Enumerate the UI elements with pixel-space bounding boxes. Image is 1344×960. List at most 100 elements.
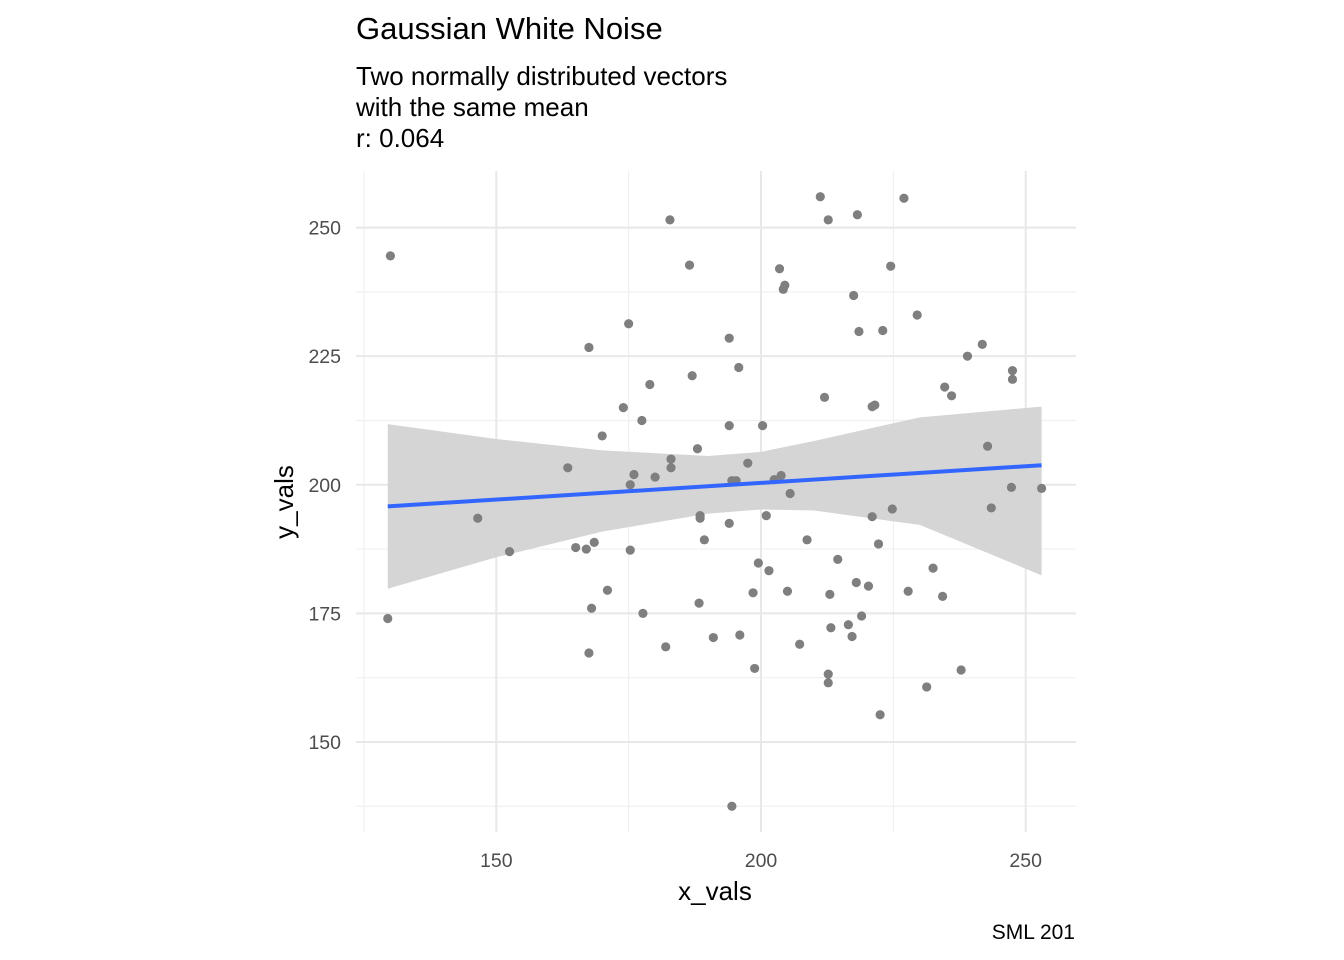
y-tick-label: 150 xyxy=(308,732,341,754)
data-point xyxy=(873,539,884,549)
data-point xyxy=(708,632,718,643)
data-point xyxy=(589,537,599,547)
data-point xyxy=(823,669,833,679)
data-point xyxy=(982,441,993,451)
confidence-band-layer xyxy=(387,406,1042,589)
y-tick-labels: 150 175 200 225 250 xyxy=(308,218,341,754)
data-point xyxy=(833,554,843,564)
data-point xyxy=(694,598,704,608)
data-point xyxy=(727,801,737,811)
y-tick-label: 175 xyxy=(308,603,341,625)
data-point xyxy=(473,513,483,523)
data-point xyxy=(956,665,966,675)
data-point xyxy=(849,290,859,301)
data-point xyxy=(852,210,862,220)
data-point xyxy=(735,630,745,640)
data-point xyxy=(637,415,647,426)
data-point xyxy=(819,392,830,402)
data-point xyxy=(650,472,660,482)
data-point xyxy=(886,261,896,271)
data-point xyxy=(847,631,857,642)
data-point xyxy=(851,577,861,588)
data-point xyxy=(699,535,709,545)
data-point xyxy=(687,371,697,381)
data-point xyxy=(724,333,734,343)
data-point xyxy=(785,488,795,499)
data-point xyxy=(903,586,913,596)
chart-caption: SML 201 xyxy=(991,921,1075,944)
data-point xyxy=(875,710,885,720)
subtitle-line-3: r: 0.064 xyxy=(356,123,445,153)
data-point xyxy=(645,379,655,390)
data-point xyxy=(695,513,705,523)
chart-title: Gaussian White Noise xyxy=(356,11,663,46)
data-point xyxy=(867,512,877,522)
data-point xyxy=(776,470,786,481)
data-point xyxy=(761,511,771,521)
data-point xyxy=(661,642,671,652)
data-point xyxy=(802,535,812,545)
data-point xyxy=(625,545,635,555)
data-point xyxy=(734,362,744,373)
data-point xyxy=(825,589,835,599)
data-point xyxy=(856,611,867,621)
fit-line-layer xyxy=(387,463,1042,509)
data-point xyxy=(823,215,833,225)
data-point xyxy=(602,585,613,595)
data-point xyxy=(692,444,703,454)
data-point xyxy=(625,480,635,490)
subtitle-line-2: with the same mean xyxy=(356,92,589,122)
y-tick-label: 250 xyxy=(308,218,341,240)
data-point xyxy=(571,542,581,553)
data-point xyxy=(385,251,396,261)
x-axis-title: x_vals xyxy=(678,876,752,906)
data-point xyxy=(937,591,948,602)
data-point xyxy=(782,586,793,596)
data-point xyxy=(684,260,695,270)
data-point xyxy=(750,663,760,674)
data-point xyxy=(597,431,607,441)
data-point xyxy=(1007,374,1018,384)
data-point xyxy=(863,581,874,591)
data-point xyxy=(854,326,864,337)
data-point xyxy=(764,566,774,576)
data-point xyxy=(665,215,675,225)
data-point xyxy=(638,608,648,618)
data-point xyxy=(887,504,897,514)
data-point xyxy=(724,518,734,528)
data-point xyxy=(757,421,768,431)
data-point xyxy=(922,682,932,692)
data-point xyxy=(743,458,753,468)
data-point xyxy=(724,421,734,431)
x-tick-label: 200 xyxy=(745,850,778,872)
data-point xyxy=(383,613,393,624)
y-tick-label: 200 xyxy=(308,475,341,497)
x-tick-label: 150 xyxy=(480,850,513,872)
data-point xyxy=(878,325,888,336)
data-point xyxy=(986,503,996,513)
data-point xyxy=(815,192,825,202)
data-point xyxy=(1007,365,1018,376)
data-point xyxy=(584,342,594,353)
data-point xyxy=(504,547,515,557)
data-point xyxy=(618,403,628,413)
data-point xyxy=(795,639,805,649)
data-point xyxy=(774,264,785,274)
data-point xyxy=(912,310,922,320)
data-point xyxy=(823,678,833,688)
subtitle-line-1: Two normally distributed vectors xyxy=(356,61,728,91)
data-point xyxy=(586,603,597,613)
regression-line xyxy=(387,463,1042,509)
points-layer xyxy=(383,192,1047,811)
data-point xyxy=(748,588,758,598)
data-point xyxy=(899,193,909,203)
chart-subtitle: Two normally distributed vectors with th… xyxy=(356,61,727,154)
data-point xyxy=(928,563,938,573)
data-point xyxy=(940,382,950,392)
data-point xyxy=(629,469,639,480)
x-tick-labels: 150 200 250 xyxy=(480,850,1042,872)
data-point xyxy=(826,623,836,633)
data-point xyxy=(753,558,763,568)
y-axis-title: y_vals xyxy=(269,465,299,539)
